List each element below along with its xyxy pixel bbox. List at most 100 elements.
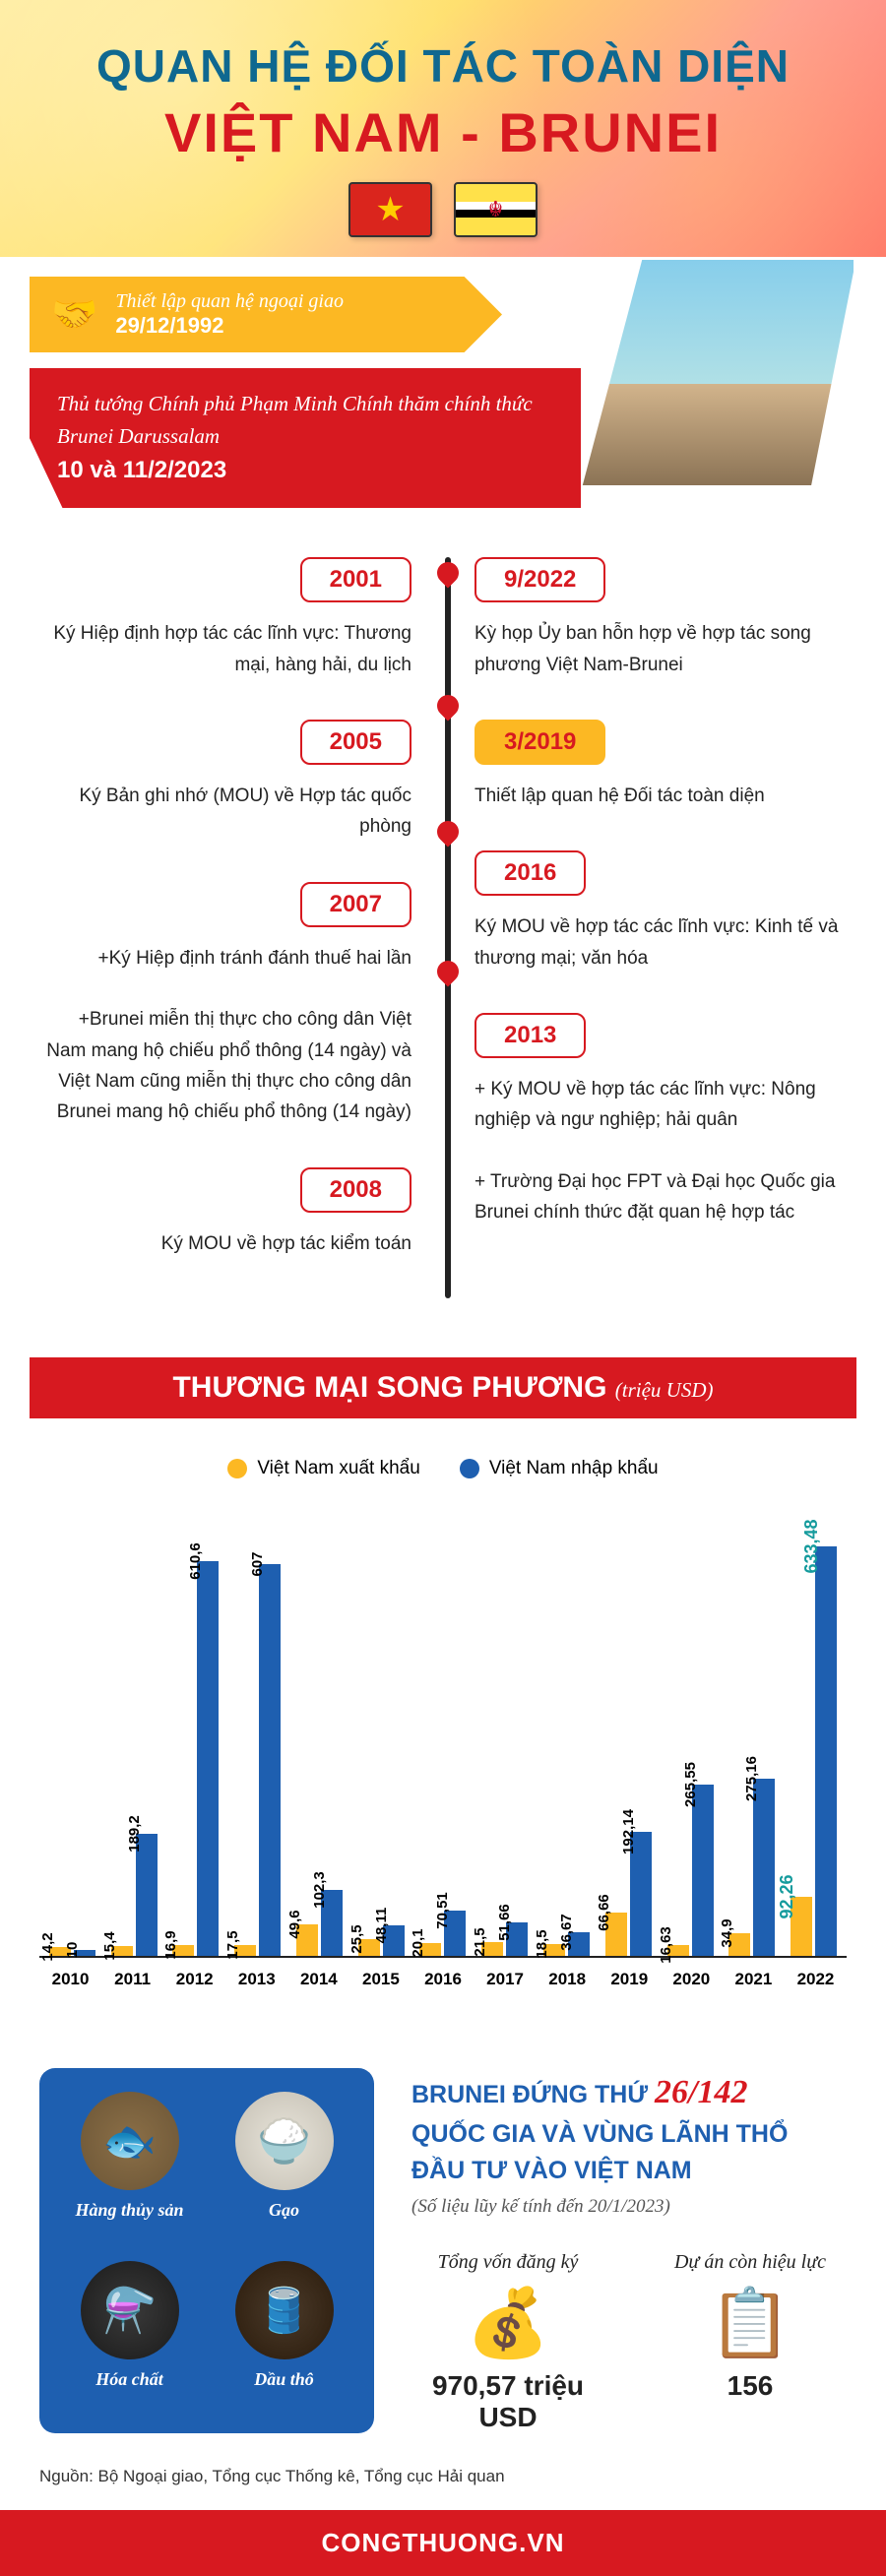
bars-area: 14,21015,4189,216,9610,617,560749,6102,3… xyxy=(39,1505,847,1958)
bar-export: 15,4 xyxy=(111,1946,133,1956)
bar-export: 21,5 xyxy=(481,1942,503,1956)
bar-import: 48,11 xyxy=(383,1925,405,1957)
bar-label: 92,26 xyxy=(777,1874,801,1918)
timeline-item: 9/2022 Kỳ họp Ủy ban hỗn hợp về hợp tác s… xyxy=(475,557,847,680)
product-label: Gạo xyxy=(218,2200,350,2221)
bar-export: 16,9 xyxy=(172,1945,194,1956)
flags-row: ★ ☬ xyxy=(30,182,856,237)
timeline-item: 2005 Ký Bản ghi nhớ (MOU) về Hợp tác quốc… xyxy=(39,720,411,843)
checklist-icon: 📋 xyxy=(654,2284,847,2362)
timeline-year: 2001 xyxy=(300,557,411,602)
establish-text: Thiết lập quan hệ ngoại giao xyxy=(115,290,344,313)
bar-label: 633,48 xyxy=(801,1520,826,1574)
timeline-item: 2016Ký MOU về hợp tác các lĩnh vực: Kinh… xyxy=(475,850,847,974)
chart-year-label: 2020 xyxy=(661,1970,723,1989)
timeline-left: 2001Ký Hiệp định hợp tác các lĩnh vực: T… xyxy=(39,557,421,1298)
bar-label: 66,66 xyxy=(596,1895,616,1932)
bar-label: 34,9 xyxy=(719,1919,739,1948)
bar-export: 20,1 xyxy=(419,1943,441,1956)
timeline-marker-icon xyxy=(432,691,463,722)
chart-year-label: 2011 xyxy=(101,1970,163,1989)
chart-year-group: 18,536,67 xyxy=(538,1932,596,1956)
timeline-year: 2008 xyxy=(300,1167,411,1213)
bar-import: 610,6 xyxy=(197,1561,219,1956)
product-icon: 🛢️ xyxy=(235,2261,334,2359)
bar-label: 70,51 xyxy=(434,1892,455,1929)
bar-label: 21,5 xyxy=(472,1927,492,1956)
chart-year-group: 21,551,66 xyxy=(475,1922,534,1956)
header-subtitle: VIỆT NAM - BRUNEI xyxy=(30,100,856,164)
bar-label: 17,5 xyxy=(224,1930,245,1959)
bar-export: 34,9 xyxy=(728,1933,750,1956)
bar-import: 36,67 xyxy=(568,1932,590,1956)
investment-rank: BRUNEI ĐỨNG THỨ 26/142 QUỐC GIA VÀ VÙNG … xyxy=(411,2068,847,2433)
chart-year-group: 34,9275,16 xyxy=(723,1779,781,1957)
timeline-desc: + Ký MOU về hợp tác các lĩnh vực: Nông n… xyxy=(475,1074,847,1228)
chart-year-group: 20,170,51 xyxy=(414,1911,473,1956)
product-label: Hàng thủy sản xyxy=(63,2200,196,2221)
bar-label: 51,66 xyxy=(496,1904,517,1941)
bar-export: 92,26 xyxy=(791,1897,812,1957)
timeline-desc: Thiết lập quan hệ Đối tác toàn diện xyxy=(475,781,847,811)
legend-import: Việt Nam nhập khẩu xyxy=(460,1458,659,1479)
product-cell: ⚗️Hóa chất xyxy=(63,2261,196,2409)
timeline-item: 2008Ký MOU về hợp tác kiểm toán xyxy=(39,1167,411,1259)
header-banner: QUAN HỆ ĐỐI TÁC TOÀN DIỆN VIỆT NAM - BRU… xyxy=(0,0,886,257)
chart-year-label: 2019 xyxy=(599,1970,661,1989)
timeline-desc: Ký Bản ghi nhớ (MOU) về Hợp tác quốc phò… xyxy=(39,781,411,843)
bar-import: 607 xyxy=(259,1564,281,1956)
year-labels: 2010201120122013201420152016201720182019… xyxy=(39,1970,847,1989)
chart-year-label: 2010 xyxy=(39,1970,101,1989)
legend-dot-export xyxy=(227,1459,247,1478)
source-line: Nguồn: Bộ Ngoại giao, Tổng cục Thống kê,… xyxy=(0,2463,886,2510)
chart-year-label: 2013 xyxy=(225,1970,287,1989)
bar-label: 16,9 xyxy=(162,1930,183,1959)
handshake-icon: 🤝 xyxy=(51,293,97,337)
bar-label: 14,2 xyxy=(39,1932,60,1961)
bar-export: 66,66 xyxy=(605,1913,627,1956)
investment-row: Tổng vốn đăng ký 💰 970,57 triệu USD Dự á… xyxy=(411,2251,847,2433)
star-icon: ★ xyxy=(375,190,405,229)
chart-year-label: 2012 xyxy=(163,1970,225,1989)
bar-import: 102,3 xyxy=(321,1890,343,1956)
legend-export: Việt Nam xuất khẩu xyxy=(227,1458,419,1479)
chart-year-group: 15,4189,2 xyxy=(105,1834,163,1956)
bar-label: 102,3 xyxy=(311,1871,332,1909)
timeline-axis xyxy=(445,557,451,1298)
bar-label: 607 xyxy=(249,1551,270,1576)
bar-label: 275,16 xyxy=(743,1756,764,1801)
bar-label: 36,67 xyxy=(558,1914,579,1951)
chart-year-group: 25,548,11 xyxy=(352,1925,411,1957)
timeline-item: 2013+ Ký MOU về hợp tác các lĩnh vực: Nô… xyxy=(475,1013,847,1228)
visit-text: Thủ tướng Chính phủ Phạm Minh Chính thăm… xyxy=(57,392,533,448)
flag-vietnam: ★ xyxy=(348,182,432,237)
legend-dot-import xyxy=(460,1459,479,1478)
timeline-year: 2005 xyxy=(300,720,411,765)
rank-number: 26/142 xyxy=(655,2074,747,2110)
timeline-year: 2007 xyxy=(300,882,411,927)
investment-total: Tổng vốn đăng ký 💰 970,57 triệu USD xyxy=(411,2251,604,2433)
chart-year-group: 66,66192,14 xyxy=(600,1832,658,1956)
timeline-year: 9/2022 xyxy=(475,557,605,602)
establish-date: 29/12/1992 xyxy=(115,313,344,339)
bar-export: 49,6 xyxy=(296,1924,318,1957)
bar-label: 192,14 xyxy=(620,1809,641,1854)
timeline: 2001Ký Hiệp định hợp tác các lĩnh vực: T… xyxy=(0,508,886,1338)
product-label: Hóa chất xyxy=(63,2369,196,2390)
chart-year-group: 16,9610,6 xyxy=(167,1561,225,1956)
timeline-desc: Kỳ họp Ủy ban hỗn hợp về hợp tác song ph… xyxy=(475,618,847,680)
product-cell: 🛢️ Dầu thô xyxy=(218,2261,350,2409)
crest-icon: ☬ xyxy=(488,197,504,222)
chart-year-group: 16,63265,55 xyxy=(662,1785,720,1956)
bar-label: 49,6 xyxy=(286,1910,307,1938)
rank-note: (Số liệu lũy kế tính đến 20/1/2023) xyxy=(411,2196,847,2218)
chart-year-label: 2022 xyxy=(785,1970,847,1989)
establish-row: 🤝 Thiết lập quan hệ ngoại giao 29/12/199… xyxy=(0,257,886,352)
chart-year-group: 17,5607 xyxy=(228,1564,286,1956)
product-label: Dầu thô xyxy=(218,2369,350,2390)
trade-title: THƯƠNG MẠI SONG PHƯƠNG xyxy=(172,1371,606,1404)
timeline-right: 9/2022 Kỳ họp Ủy ban hỗn hợp về hợp tác s… xyxy=(475,557,847,1298)
header-title: QUAN HỆ ĐỐI TÁC TOÀN DIỆN xyxy=(30,39,856,93)
bar-label: 15,4 xyxy=(101,1931,122,1960)
bar-import: 265,55 xyxy=(692,1785,714,1956)
